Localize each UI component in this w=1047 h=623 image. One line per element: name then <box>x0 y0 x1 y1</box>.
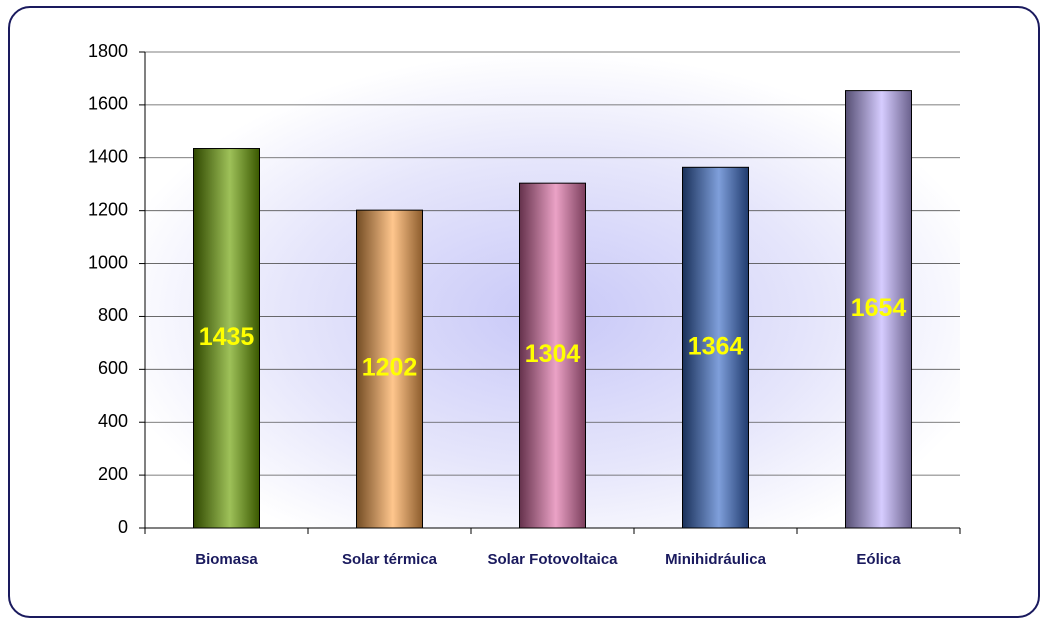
bar <box>519 182 586 529</box>
y-tick-label: 600 <box>98 358 128 378</box>
y-tick-label: 200 <box>98 464 128 484</box>
value-label: 1654 <box>851 294 907 322</box>
x-tick-label: Minihidráulica <box>665 551 766 568</box>
value-label: 1304 <box>525 340 581 368</box>
y-tick-label: 1000 <box>88 252 128 272</box>
value-label: 1435 <box>199 323 255 351</box>
y-tick-label: 0 <box>118 517 128 537</box>
bar <box>356 209 423 529</box>
y-tick-label: 400 <box>98 411 128 431</box>
y-tick-label: 1400 <box>88 147 128 167</box>
y-tick-label: 1600 <box>88 94 128 114</box>
x-tick-label: Solar térmica <box>341 551 438 568</box>
y-tick-label: 800 <box>98 305 128 325</box>
bar <box>845 90 912 529</box>
y-tick-label: 1200 <box>88 199 128 219</box>
y-tick-label: 1800 <box>88 41 128 61</box>
x-tick-label: Biomasa <box>195 551 258 568</box>
bar <box>193 148 260 529</box>
x-tick-label: Eólica <box>856 551 901 568</box>
value-label: 1202 <box>362 354 418 382</box>
bar <box>682 166 749 529</box>
x-tick-label: Solar Fotovoltaica <box>487 551 618 568</box>
value-label: 1364 <box>688 332 744 360</box>
